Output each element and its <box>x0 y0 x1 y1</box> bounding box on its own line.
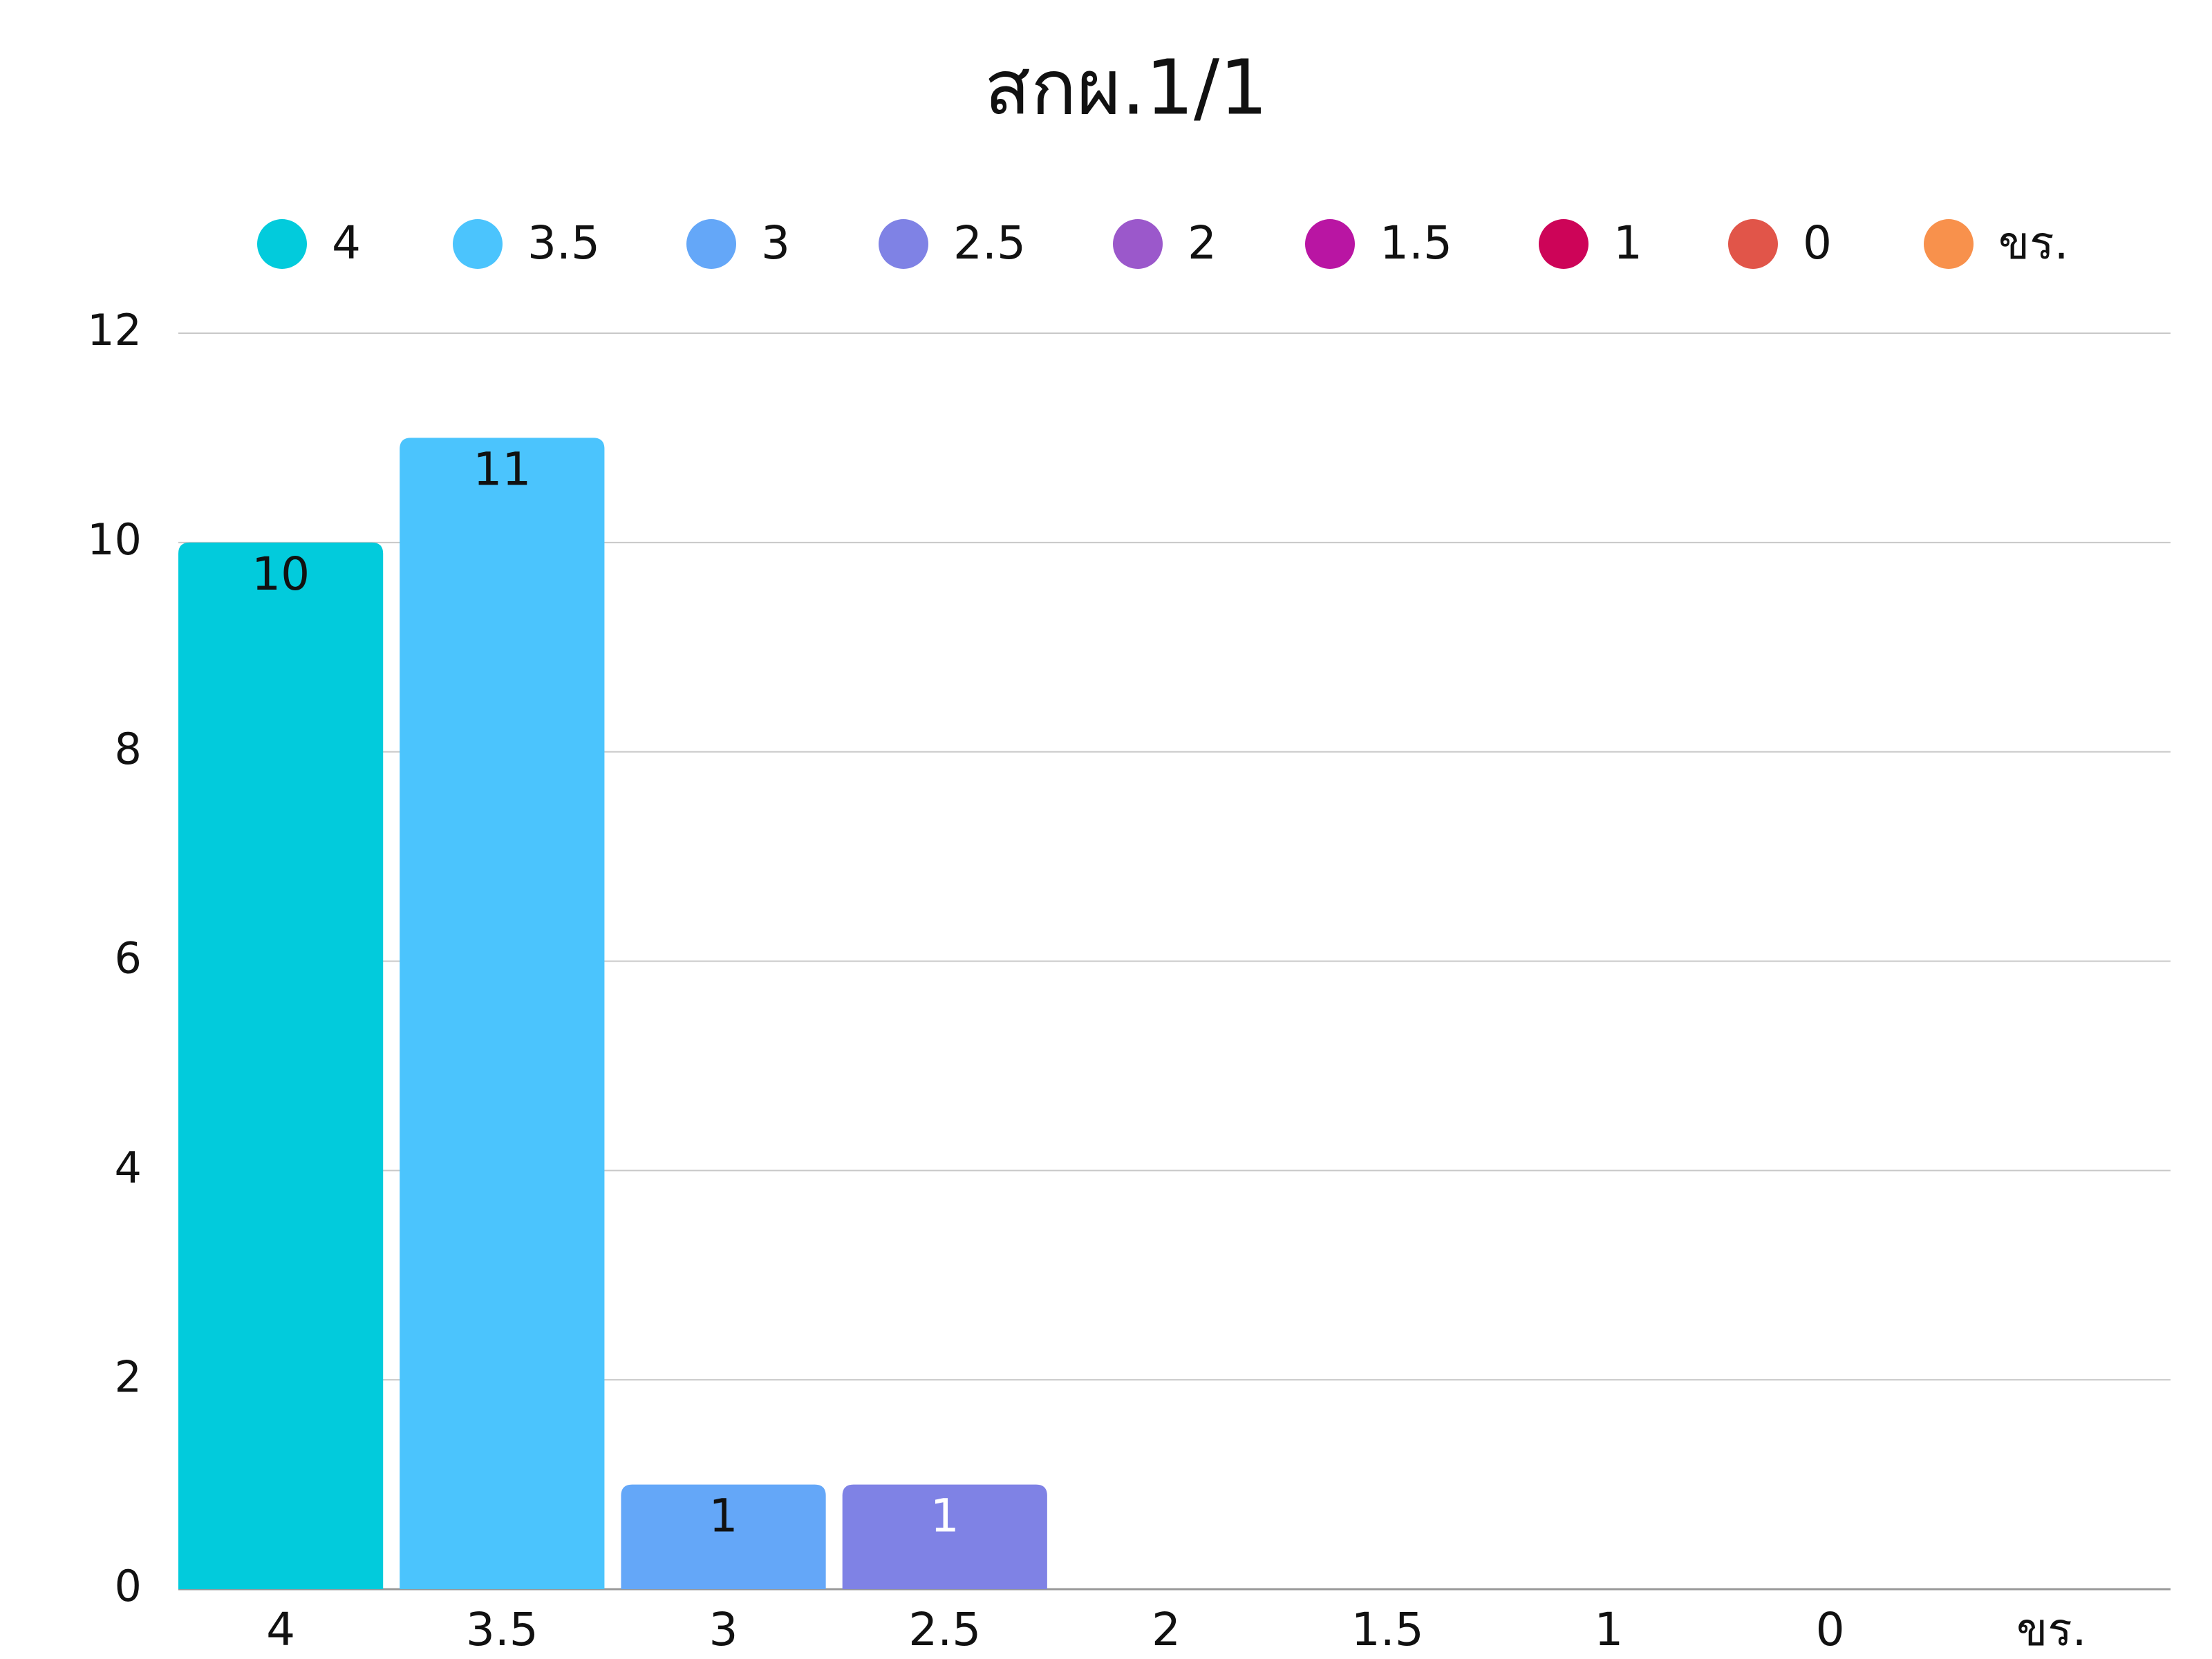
y-tick-label: 4 <box>115 1142 142 1192</box>
legend-marker <box>257 219 307 269</box>
bar <box>178 542 384 1590</box>
legend-label: 4 <box>332 216 361 270</box>
y-tick-label: 12 <box>87 305 142 355</box>
chart-title: สกผ.1/1 <box>984 43 1268 131</box>
legend-marker <box>686 219 736 269</box>
x-tick-label: 2.5 <box>908 1603 981 1656</box>
y-tick-label: 6 <box>115 933 142 984</box>
value-label: 10 <box>252 547 310 601</box>
legend-marker <box>1305 219 1355 269</box>
x-tick-label: 3.5 <box>466 1603 538 1656</box>
legend-label: 1.5 <box>1380 216 1452 270</box>
legend-label: 2.5 <box>953 216 1026 270</box>
legend-marker <box>453 219 503 269</box>
x-tick-label: 1.5 <box>1351 1603 1424 1656</box>
legend-label: 3.5 <box>527 216 600 270</box>
x-tick-label: 0 <box>1816 1603 1845 1656</box>
value-label: 1 <box>930 1490 959 1543</box>
legend-label: 3 <box>761 216 790 270</box>
bar <box>400 438 605 1589</box>
y-tick-label: 10 <box>87 514 142 565</box>
legend-marker <box>1539 219 1588 269</box>
bar <box>842 1484 1047 1589</box>
x-tick-label: 2 <box>1152 1603 1181 1656</box>
legend-marker <box>1728 219 1778 269</box>
legend-label: ขร. <box>1998 216 2069 270</box>
x-tick-label: 4 <box>266 1603 295 1656</box>
x-tick-label: 3 <box>709 1603 738 1656</box>
legend-label: 2 <box>1188 216 1217 270</box>
x-tick-label: ขร. <box>2016 1603 2087 1656</box>
y-tick-label: 8 <box>115 724 142 774</box>
bar <box>621 1484 826 1589</box>
value-label: 11 <box>473 442 531 496</box>
value-label: 1 <box>709 1490 738 1543</box>
legend-label: 0 <box>1803 216 1832 270</box>
legend-marker <box>1924 219 1974 269</box>
legend-label: 1 <box>1613 216 1642 270</box>
x-tick-label: 1 <box>1594 1603 1623 1656</box>
legend-marker <box>1113 219 1163 269</box>
legend-marker <box>879 219 928 269</box>
y-tick-label: 0 <box>115 1561 142 1611</box>
y-tick-label: 2 <box>115 1351 142 1402</box>
